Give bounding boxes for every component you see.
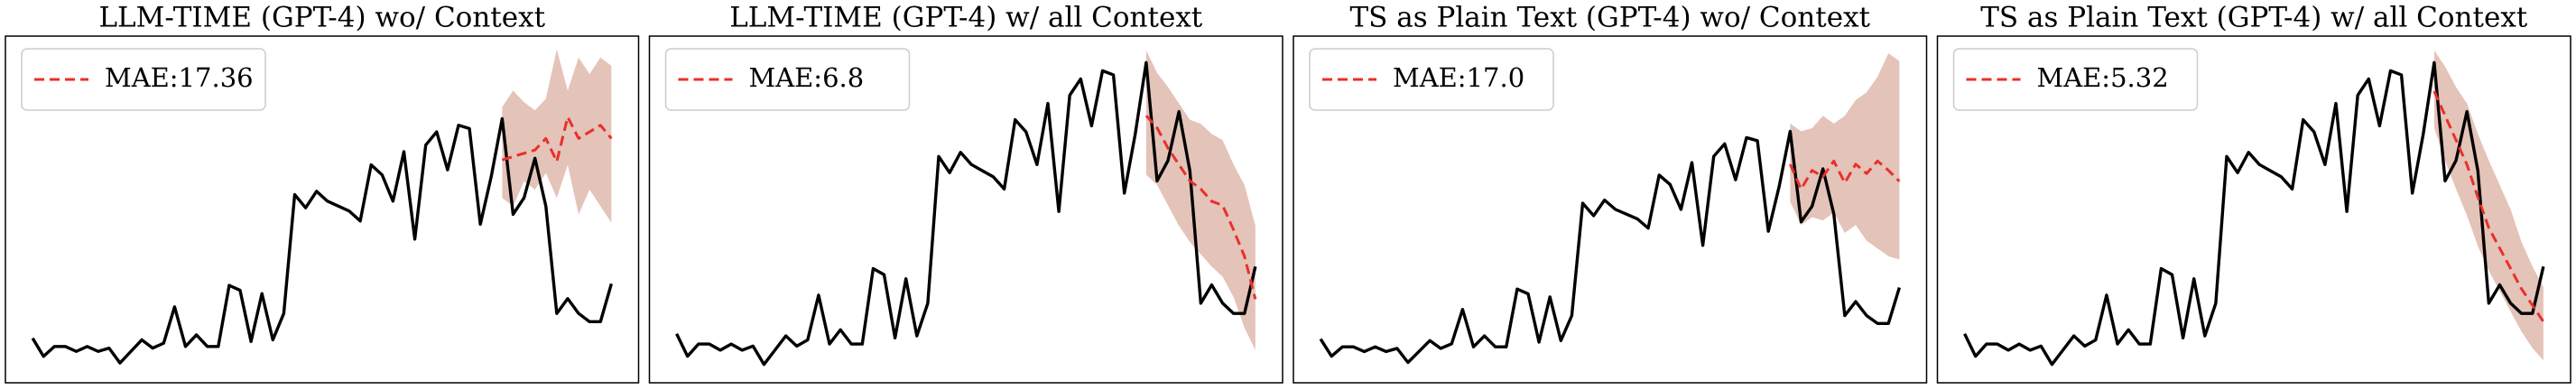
plot-frame	[1293, 35, 1928, 384]
history-line	[675, 60, 1257, 367]
forecast-line	[1144, 115, 1257, 300]
uncertainty-band	[1145, 50, 1256, 350]
uncertainty-band	[502, 49, 612, 223]
forecast-line	[501, 116, 613, 163]
legend-box	[664, 48, 911, 111]
legend-label: MAE:17.0	[1393, 62, 1524, 93]
history-line	[31, 116, 613, 365]
plot-frame	[5, 35, 640, 384]
uncertainty-band	[2433, 50, 2544, 361]
chart-title: TS as Plain Text (GPT-4) wo/ Context	[1349, 2, 1870, 34]
forecast-line	[1789, 159, 1901, 191]
uncertainty-band	[1790, 53, 1900, 260]
legend-box	[1952, 48, 2199, 111]
plot-frame	[648, 35, 1283, 384]
legend-label: MAE:17.36	[105, 62, 254, 93]
history-line	[1963, 60, 2545, 367]
legend-label: MAE:6.8	[749, 62, 865, 93]
chart-title: LLM-TIME (GPT-4) w/ all Context	[729, 2, 1203, 34]
chart-title: LLM-TIME (GPT-4) wo/ Context	[98, 2, 545, 34]
plot-frame	[1936, 35, 2571, 384]
legend-box	[1309, 48, 1554, 111]
legend-label: MAE:5.32	[2037, 62, 2169, 93]
forecast-line	[2432, 90, 2545, 323]
history-line	[1319, 129, 1901, 365]
legend-box	[21, 48, 266, 111]
chart-title: TS as Plain Text (GPT-4) w/ all Context	[1980, 2, 2528, 34]
